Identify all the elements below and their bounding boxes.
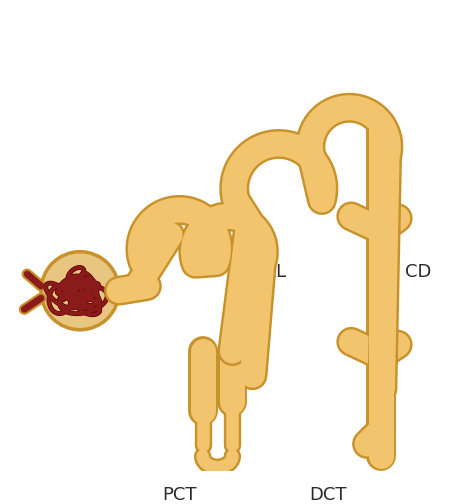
Text: PCT: PCT	[162, 486, 197, 504]
Circle shape	[41, 251, 119, 330]
Text: CD: CD	[405, 263, 431, 281]
Text: TAL: TAL	[254, 263, 286, 281]
Text: DCT: DCT	[309, 486, 347, 504]
